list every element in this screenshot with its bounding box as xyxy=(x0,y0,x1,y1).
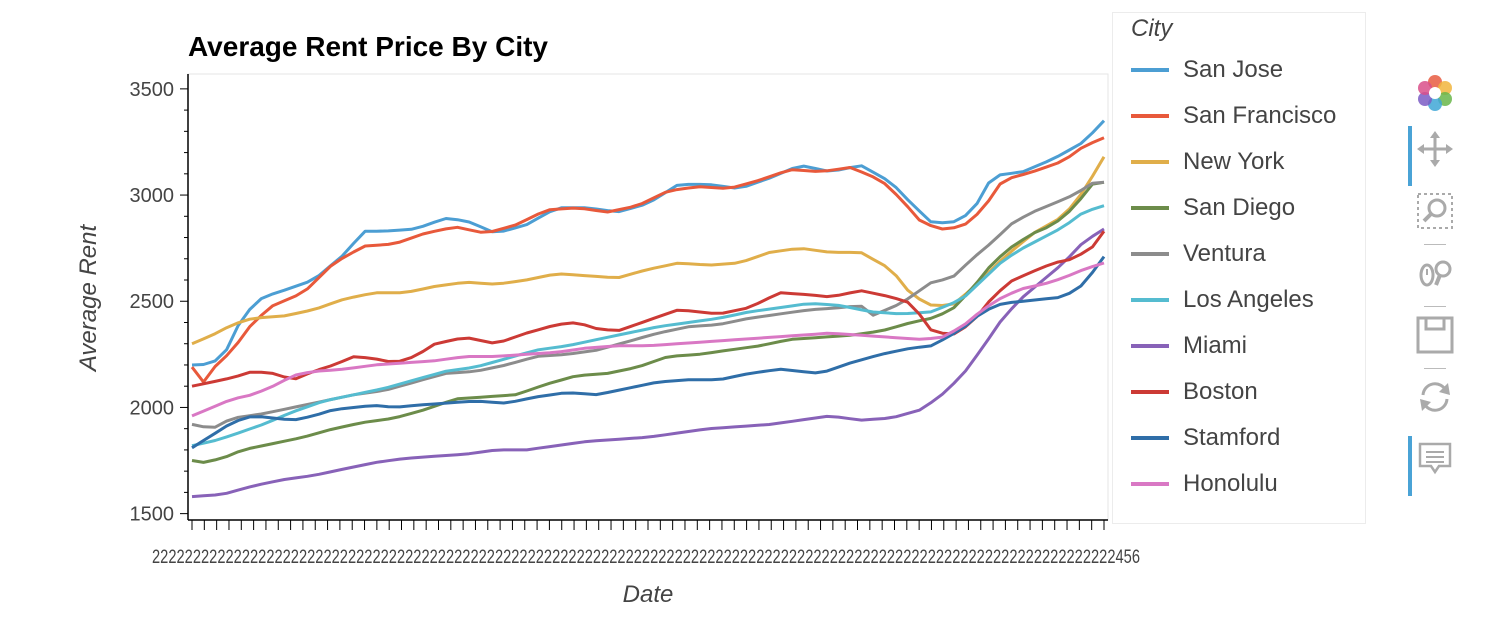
legend-swatch xyxy=(1131,482,1169,486)
legend-item-ventura[interactable]: Ventura xyxy=(1131,239,1266,269)
series-line-new-york xyxy=(191,156,1106,346)
legend-label: San Diego xyxy=(1183,194,1296,221)
box-zoom-tool-button[interactable] xyxy=(1410,188,1460,234)
plot-frame xyxy=(187,73,1109,521)
legend-label: Miami xyxy=(1183,332,1247,359)
toolbar-separator xyxy=(1424,306,1446,307)
legend-swatch xyxy=(1131,114,1169,118)
legend-label: Stamford xyxy=(1183,424,1281,451)
y-axis-label: Average Rent xyxy=(75,224,102,374)
legend-item-san-jose[interactable]: San Jose xyxy=(1131,55,1283,85)
series-line-honolulu xyxy=(191,261,1105,418)
legend-swatch xyxy=(1131,68,1169,72)
y-tick-label: 2000 xyxy=(130,397,175,419)
series-line-stamford xyxy=(191,255,1106,450)
bokeh-logo-icon[interactable] xyxy=(1410,70,1460,116)
pan-tool-button[interactable] xyxy=(1408,126,1460,186)
legend-item-los-angeles[interactable]: Los Angeles xyxy=(1131,285,1314,315)
hover-icon xyxy=(1418,442,1452,475)
chart-title: Average Rent Price By City xyxy=(188,31,548,62)
legend-label: Boston xyxy=(1183,378,1258,405)
legend-label: San Francisco xyxy=(1183,102,1337,129)
legend-item-san-francisco[interactable]: San Francisco xyxy=(1131,101,1336,131)
legend-item-san-diego[interactable]: San Diego xyxy=(1131,193,1295,223)
legend-swatch xyxy=(1131,436,1169,440)
legend-swatch xyxy=(1131,344,1169,348)
toolbar-separator xyxy=(1424,368,1446,369)
legend-label: Honolulu xyxy=(1183,470,1278,497)
x-axis-label: Date xyxy=(623,581,674,608)
legend-item-miami[interactable]: Miami xyxy=(1131,331,1247,361)
legend: City San Jose San Francisco New York San Di… xyxy=(1112,12,1366,524)
legend-item-new-york[interactable]: New York xyxy=(1131,147,1284,177)
save-tool-button[interactable] xyxy=(1410,312,1460,358)
y-tick-label: 2500 xyxy=(130,291,175,313)
wheel-zoom-tool-button[interactable] xyxy=(1410,250,1460,296)
series-line-san-francisco xyxy=(190,136,1105,384)
y-tick-label: 1500 xyxy=(130,504,175,526)
legend-item-boston[interactable]: Boston xyxy=(1131,377,1258,407)
legend-label: Ventura xyxy=(1183,240,1266,267)
legend-swatch xyxy=(1131,206,1169,210)
reset-icon xyxy=(1420,382,1450,412)
series-line-san-diego xyxy=(191,180,1105,464)
series-layer xyxy=(190,119,1106,499)
y-tick-label: 3500 xyxy=(130,79,175,101)
y-tick-label: 3000 xyxy=(130,185,175,207)
toolbar xyxy=(1404,70,1464,510)
hover-tool-button[interactable] xyxy=(1408,436,1460,496)
series-line-miami xyxy=(191,227,1105,499)
legend-title: City xyxy=(1131,15,1173,42)
legend-label: San Jose xyxy=(1183,56,1284,83)
pan-icon xyxy=(1417,131,1453,167)
legend-swatch xyxy=(1131,390,1169,394)
series-line-los-angeles xyxy=(191,204,1105,448)
reset-tool-button[interactable] xyxy=(1410,374,1460,420)
axis-layer: 1500 2000 2500 3000 3500 xyxy=(130,74,1108,530)
legend-item-honolulu[interactable]: Honolulu xyxy=(1131,469,1278,499)
save-icon xyxy=(1416,316,1454,354)
wheel-zoom-icon xyxy=(1419,260,1452,287)
legend-swatch xyxy=(1131,298,1169,302)
legend-item-stamford[interactable]: Stamford xyxy=(1131,423,1280,453)
x-tick-labels: 2222222222222222222222222222222222222222… xyxy=(152,547,1140,568)
legend-swatch xyxy=(1131,252,1169,256)
legend-label: Los Angeles xyxy=(1183,286,1314,313)
legend-swatch xyxy=(1131,160,1169,164)
toolbar-separator xyxy=(1424,244,1446,245)
legend-label: New York xyxy=(1183,148,1285,175)
series-line-san-jose xyxy=(191,119,1106,367)
box-zoom-icon xyxy=(1417,193,1453,229)
